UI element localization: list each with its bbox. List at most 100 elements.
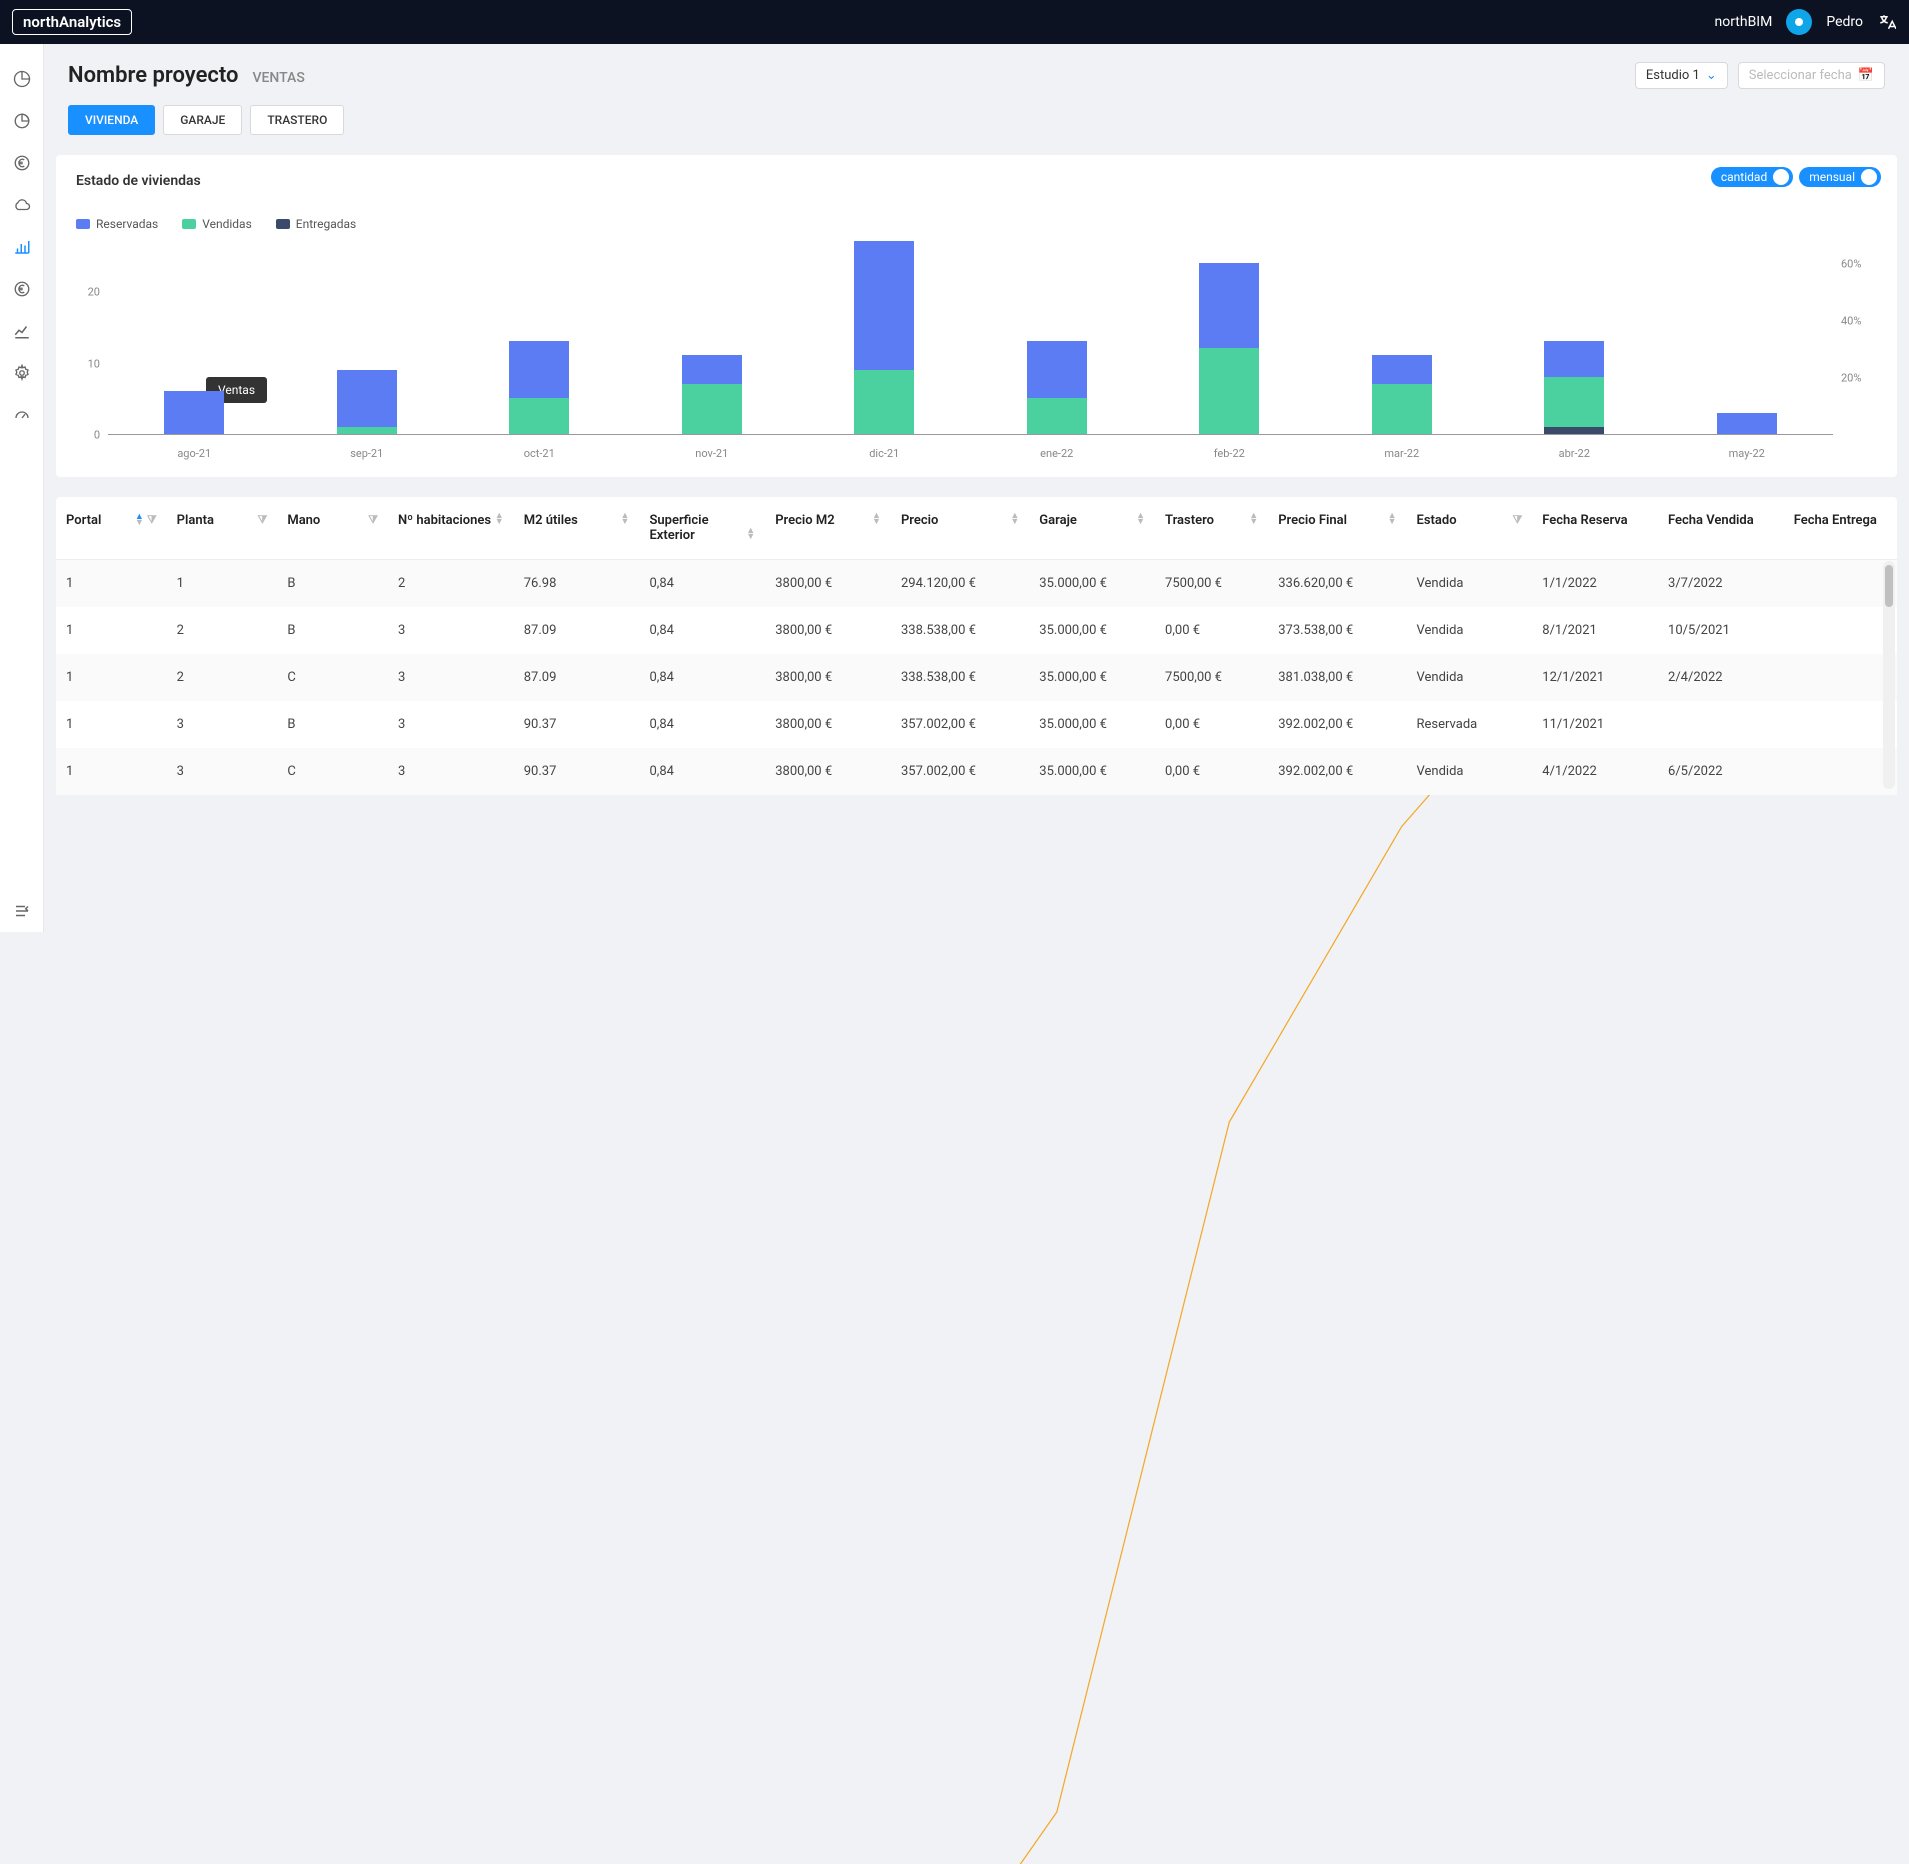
data-table: Portal▲▼⧩Planta⧩Mano⧩Nº habitaciones▲▼M2… [56, 497, 1897, 795]
sort-icon[interactable]: ▲▼ [621, 513, 630, 525]
column-label: Fecha Vendida [1668, 513, 1754, 528]
sidebar-pie-icon[interactable] [0, 58, 44, 100]
translate-icon[interactable] [1877, 12, 1897, 32]
user-avatar-icon[interactable] [1786, 9, 1812, 35]
column-header-planta[interactable]: Planta⧩ [167, 497, 278, 560]
column-label: Fecha Reserva [1542, 513, 1627, 528]
sort-icon[interactable]: ▲▼ [1249, 513, 1258, 525]
date-picker[interactable]: Seleccionar fecha 📅 [1738, 62, 1885, 89]
toggle-knob [1861, 169, 1877, 185]
filter-icon[interactable]: ⧩ [368, 513, 378, 527]
sidebar-donut-icon[interactable] [0, 100, 44, 142]
page-subtitle: VENTAS [252, 70, 304, 86]
sort-icon[interactable]: ▲▼ [495, 513, 504, 525]
column-header-garaje[interactable]: Garaje▲▼ [1029, 497, 1155, 560]
brand-link[interactable]: northBIM [1714, 14, 1772, 30]
filter-icon[interactable]: ⧩ [258, 513, 268, 527]
column-label: Trastero [1165, 513, 1214, 528]
chart-card: Estado de viviendas cantidad mensual Res… [56, 155, 1897, 477]
sort-icon[interactable]: ▲▼ [1388, 513, 1397, 525]
toggle-mensual-label: mensual [1809, 170, 1855, 184]
chart-area: Ventas 01020 20%40%60% ago-21sep-21oct-2… [76, 235, 1877, 465]
sidebar-barchart-icon[interactable] [0, 226, 44, 268]
study-selector[interactable]: Estudio 1 ⌄ [1635, 62, 1728, 89]
sort-icon[interactable]: ▲▼ [746, 528, 755, 540]
column-header-portal[interactable]: Portal▲▼⧩ [56, 497, 167, 560]
table-cell: 1 [167, 560, 278, 608]
asset-tabs: VIVIENDA GARAJE TRASTERO [68, 105, 1885, 135]
toggle-cantidad[interactable]: cantidad [1711, 167, 1793, 187]
legend-item[interactable]: Reservadas [76, 217, 158, 231]
table-cell: 35.000,00 € [1029, 607, 1155, 654]
tab-vivienda[interactable]: VIVIENDA [68, 105, 155, 135]
sidebar [0, 44, 44, 932]
table-cell: 1 [56, 654, 167, 701]
sort-icon[interactable]: ▲▼ [135, 514, 144, 526]
column-header-trastero[interactable]: Trastero ▲▼ [1155, 497, 1268, 560]
column-label: Fecha Entrega [1794, 513, 1877, 528]
sidebar-cloud-icon[interactable] [0, 184, 44, 226]
legend-label: Reservadas [96, 217, 158, 231]
column-header-estado[interactable]: Estado⧩ [1407, 497, 1533, 560]
table-cell: Vendida [1407, 607, 1533, 654]
toggle-mensual[interactable]: mensual [1799, 167, 1881, 187]
column-header-supext[interactable]: Superficie Exterior▲▼ [639, 497, 765, 560]
table-cell: Vendida [1407, 654, 1533, 701]
y-right-tick: 60% [1841, 257, 1861, 270]
sort-icon[interactable]: ▲▼ [872, 513, 881, 525]
column-header-mano[interactable]: Mano⧩ [277, 497, 388, 560]
column-header-m2[interactable]: M2 útiles▲▼ [514, 497, 640, 560]
filter-icon[interactable]: ⧩ [1512, 513, 1522, 527]
table-cell: 3/7/2022 [1658, 560, 1784, 608]
x-label: nov-21 [695, 447, 728, 460]
table-cell: 0,84 [639, 748, 765, 795]
column-header-precio[interactable]: Precio▲▼ [891, 497, 1029, 560]
legend-item[interactable]: Vendidas [182, 217, 252, 231]
table-cell [1784, 560, 1897, 608]
table-cell: 357.002,00 € [891, 701, 1029, 748]
legend-item[interactable]: Entregadas [276, 217, 356, 231]
page-title: Nombre proyecto [68, 63, 238, 88]
table-cell: 1/1/2022 [1532, 560, 1658, 608]
table-cell: 6/5/2022 [1658, 748, 1784, 795]
filter-icon[interactable]: ⧩ [147, 513, 157, 527]
column-header-fvendida[interactable]: Fecha Vendida [1658, 497, 1784, 560]
table-cell: 1 [56, 607, 167, 654]
sidebar-linechart-icon[interactable] [0, 310, 44, 352]
sidebar-euro-icon[interactable] [0, 142, 44, 184]
tab-garaje[interactable]: GARAJE [163, 105, 242, 135]
table-row[interactable]: 13C390.370,843800,00 €357.002,00 €35.000… [56, 748, 1897, 795]
column-header-pfinal[interactable]: Precio Final▲▼ [1268, 497, 1406, 560]
table-row[interactable]: 11B276.980,843800,00 €294.120,00 €35.000… [56, 560, 1897, 608]
x-label: dic-21 [869, 447, 899, 460]
table-row[interactable]: 12B387.090,843800,00 €338.538,00 €35.000… [56, 607, 1897, 654]
table-cell: Vendida [1407, 560, 1533, 608]
sort-icon[interactable]: ▲▼ [1136, 513, 1145, 525]
table-cell: 35.000,00 € [1029, 748, 1155, 795]
tab-trastero[interactable]: TRASTERO [250, 105, 344, 135]
toggle-knob [1773, 169, 1789, 185]
table-cell: 10/5/2021 [1658, 607, 1784, 654]
sort-icon[interactable]: ▲▼ [1010, 513, 1019, 525]
sidebar-gauge-icon[interactable] [0, 394, 44, 436]
table-cell: 3 [167, 701, 278, 748]
table-cell: 0,84 [639, 607, 765, 654]
user-name[interactable]: Pedro [1826, 14, 1863, 30]
column-header-fentrega[interactable]: Fecha Entrega [1784, 497, 1897, 560]
table-row[interactable]: 12C387.090,843800,00 €338.538,00 €35.000… [56, 654, 1897, 701]
table-cell: 3800,00 € [765, 701, 891, 748]
table-scrollbar[interactable] [1883, 561, 1895, 789]
sidebar-euro2-icon[interactable] [0, 268, 44, 310]
table-cell: 35.000,00 € [1029, 654, 1155, 701]
sidebar-gear-icon[interactable] [0, 352, 44, 394]
table-cell: 338.538,00 € [891, 607, 1029, 654]
scrollbar-thumb[interactable] [1885, 565, 1893, 607]
column-header-nhab[interactable]: Nº habitaciones▲▼ [388, 497, 514, 560]
column-header-pm2[interactable]: Precio M2▲▼ [765, 497, 891, 560]
sidebar-collapse-icon[interactable] [0, 890, 44, 932]
table-cell: 0,00 € [1155, 701, 1268, 748]
table-row[interactable]: 13B390.370,843800,00 €357.002,00 €35.000… [56, 701, 1897, 748]
table-cell: 392.002,00 € [1268, 701, 1406, 748]
column-header-freserva[interactable]: Fecha Reserva [1532, 497, 1658, 560]
app-logo[interactable]: northAnalytics [12, 9, 132, 35]
